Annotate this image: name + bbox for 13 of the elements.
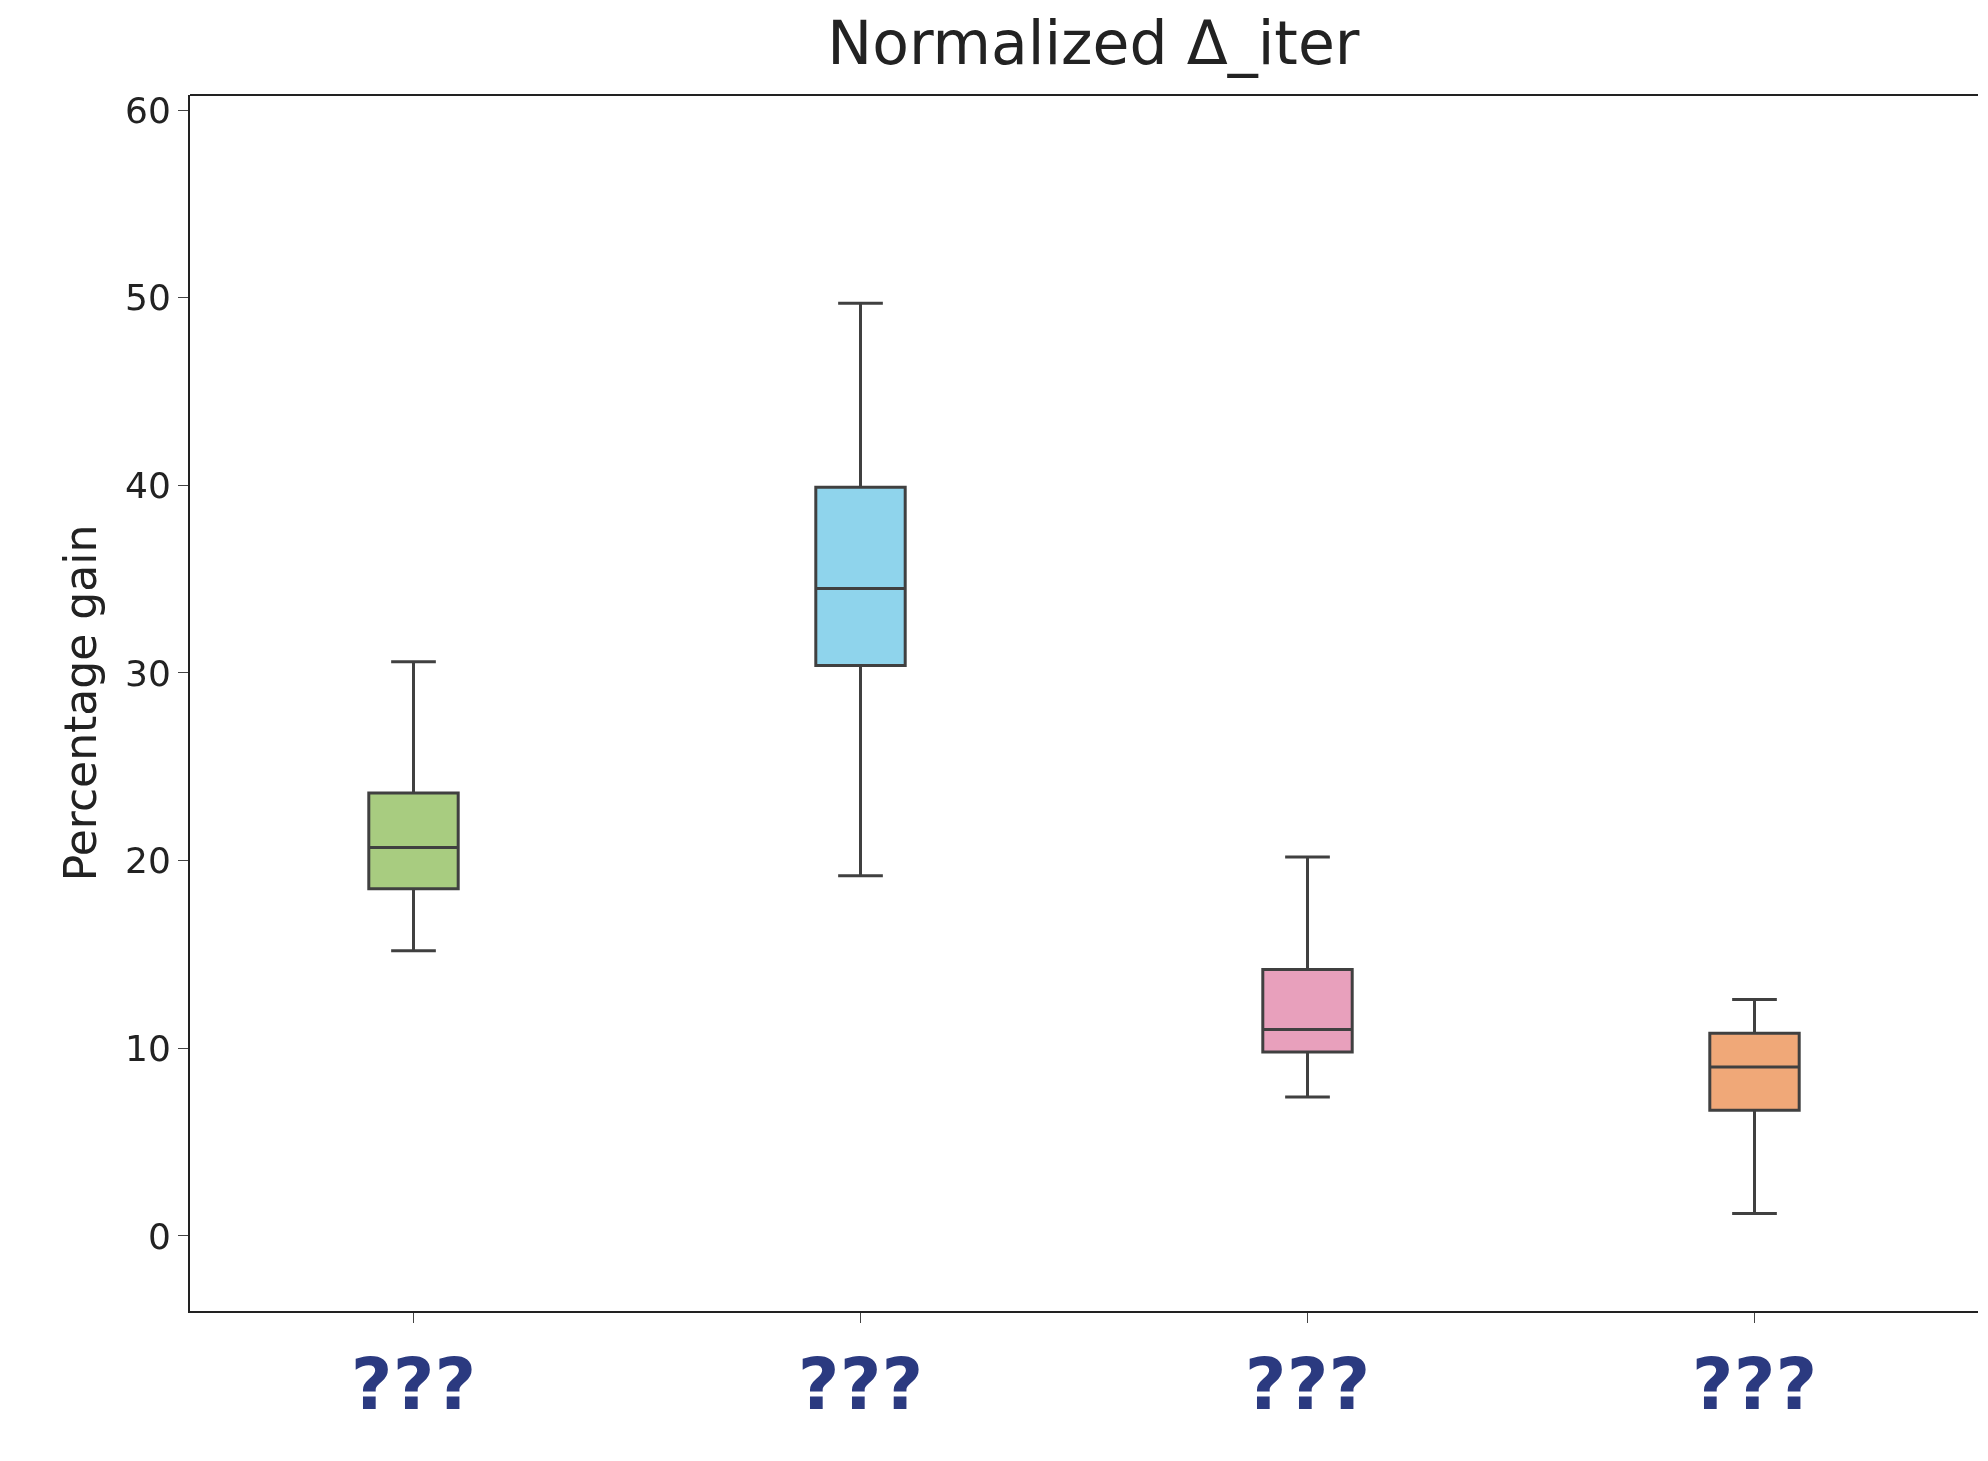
x-tick-label: ??? xyxy=(1691,1342,1818,1427)
y-axis-title: Percentage gain xyxy=(54,524,106,882)
y-tick-label: 10 xyxy=(124,1027,171,1069)
chart-title: Normalized Δ_iter xyxy=(827,7,1360,78)
x-tick-label: ??? xyxy=(797,1342,924,1427)
y-tick-label: 0 xyxy=(147,1215,171,1257)
y-tick-label: 60 xyxy=(124,89,171,131)
x-tick-label: ??? xyxy=(1244,1342,1371,1427)
y-tick-label: 40 xyxy=(124,464,171,506)
y-tick-label: 20 xyxy=(124,840,171,882)
y-tick-label: 30 xyxy=(124,652,171,694)
x-tick-label: ??? xyxy=(350,1342,477,1427)
y-tick-label: 50 xyxy=(124,277,171,319)
